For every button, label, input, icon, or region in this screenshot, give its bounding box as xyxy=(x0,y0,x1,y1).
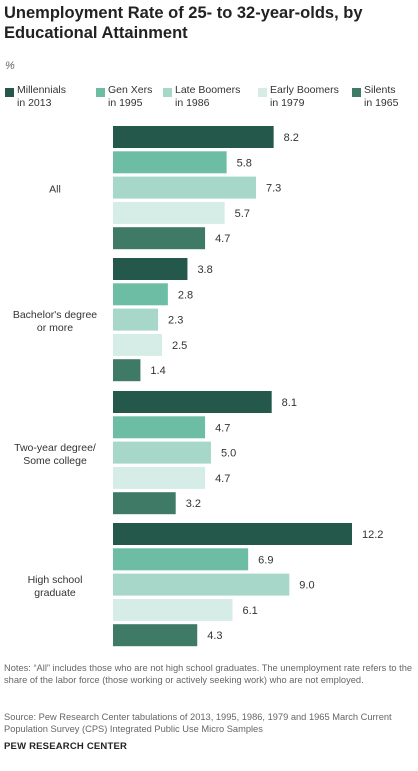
value-label: 2.3 xyxy=(168,315,183,327)
value-label: 2.8 xyxy=(178,289,193,301)
legend-item-millennials: Millennials in 2013 xyxy=(5,84,66,110)
bar-late-boomers xyxy=(113,308,159,331)
legend-item-early-boomers: Early Boomers in 1979 xyxy=(258,84,339,110)
bar-millennials xyxy=(113,126,274,148)
bar-gen-x xyxy=(113,151,227,174)
value-label: 6.9 xyxy=(258,554,273,566)
category-label: Bachelor's degree or more xyxy=(13,309,97,334)
brand-label: PEW RESEARCH CENTER xyxy=(4,741,128,752)
bar-early-boomers xyxy=(113,466,206,489)
bar-gen-x xyxy=(113,416,206,439)
notes: Notes: “All” includes those who are not … xyxy=(4,663,413,685)
legend-label-early-boomers: Early Boomers in 1979 xyxy=(270,84,339,109)
unit-label: % xyxy=(5,60,15,72)
legend-swatch-gen-x xyxy=(96,88,105,97)
chart-title: Unemployment Rate of 25- to 32-year-olds… xyxy=(4,4,363,42)
bar-gen-x xyxy=(113,283,168,306)
value-label: 6.1 xyxy=(243,605,258,617)
value-label: 5.0 xyxy=(221,448,236,460)
legend-item-late-boomers: Late Boomers in 1986 xyxy=(163,84,240,110)
category-label: Two-year degree/Some college xyxy=(14,442,96,467)
value-label: 8.1 xyxy=(282,397,297,409)
value-label: 5.7 xyxy=(235,208,250,220)
value-label: 4.7 xyxy=(215,422,230,434)
value-label: 4.3 xyxy=(207,630,222,642)
bar-chart: All 8.2 5.8 7.3 5.7 4.7 Bachelor's degree or mo… xyxy=(13,126,383,647)
value-label: 7.3 xyxy=(266,183,281,195)
bar-millennials xyxy=(113,258,188,280)
category-label: High school graduate xyxy=(28,574,83,599)
bar-silents xyxy=(113,227,206,250)
bar-late-boomers xyxy=(113,573,290,596)
value-label: 5.8 xyxy=(237,157,252,169)
legend-swatch-late-boomers xyxy=(163,88,172,97)
bar-early-boomers xyxy=(113,598,233,621)
bar-millennials xyxy=(113,523,352,545)
value-label: 3.2 xyxy=(186,498,201,510)
legend-label-late-boomers: Late Boomers in 1986 xyxy=(175,84,241,109)
legend-item-gen-x: Gen Xers in 1995 xyxy=(96,84,152,110)
value-label: 12.2 xyxy=(362,529,383,541)
bar-gen-x xyxy=(113,548,249,571)
value-label: 4.7 xyxy=(215,233,230,245)
legend-item-silents: Silents in 1965 xyxy=(352,84,398,110)
value-label: 4.7 xyxy=(215,473,230,485)
bar-early-boomers xyxy=(113,333,162,356)
legend-swatch-millennials xyxy=(5,88,14,97)
bar-late-boomers xyxy=(113,441,211,464)
value-label: 2.5 xyxy=(172,340,187,352)
legend-swatch-early-boomers xyxy=(258,88,267,97)
bar-silents xyxy=(113,492,176,515)
legend-swatch-silents xyxy=(352,88,361,97)
legend-label-gen-x: Gen Xers in 1995 xyxy=(108,84,153,109)
bar-silents xyxy=(113,359,141,382)
legend: Millennials in 2013 Gen Xers in 1995 Lat… xyxy=(0,84,418,118)
category-label: All xyxy=(49,183,61,195)
value-label: 9.0 xyxy=(299,580,314,592)
value-label: 3.8 xyxy=(197,264,212,276)
bar-millennials xyxy=(113,391,272,413)
bar-late-boomers xyxy=(113,176,257,199)
legend-label-millennials: Millennials in 2013 xyxy=(17,84,67,109)
bar-early-boomers xyxy=(113,201,225,224)
bar-silents xyxy=(113,624,198,647)
value-label: 8.2 xyxy=(284,132,299,144)
value-label: 1.4 xyxy=(150,365,165,377)
legend-label-silents: Silents in 1965 xyxy=(364,84,399,109)
source: Source: Pew Research Center tabulations … xyxy=(4,712,392,734)
